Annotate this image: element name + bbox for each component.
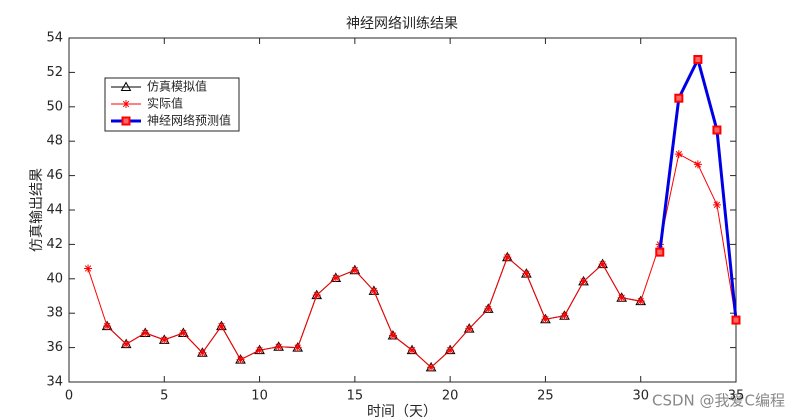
y-tick-label: 48 — [46, 134, 63, 149]
marker — [617, 293, 626, 302]
y-tick-label: 52 — [46, 65, 63, 80]
y-tick-label: 50 — [46, 99, 63, 114]
y-tick-label: 36 — [46, 340, 63, 355]
marker — [427, 363, 436, 372]
x-tick-label: 10 — [251, 389, 268, 404]
marker — [693, 55, 703, 64]
y-tick-label: 46 — [46, 168, 63, 183]
y-tick-label: 42 — [46, 237, 63, 252]
marker — [217, 322, 226, 331]
y-axis-label: 仿真输出结果 — [29, 168, 45, 252]
x-tick-label: 15 — [347, 389, 364, 404]
marker — [712, 200, 721, 209]
marker — [255, 346, 264, 355]
marker — [274, 342, 283, 351]
legend-marker — [122, 100, 130, 108]
y-tick-label: 54 — [46, 31, 63, 46]
x-axis-label: 时间（天） — [367, 404, 437, 419]
marker — [446, 346, 455, 355]
x-tick-label: 20 — [442, 389, 459, 404]
marker — [312, 291, 321, 300]
marker — [674, 93, 684, 103]
marker — [674, 150, 683, 159]
marker — [179, 328, 188, 337]
marker — [541, 315, 550, 324]
marker — [198, 348, 207, 357]
marker — [350, 266, 359, 275]
marker — [560, 311, 569, 320]
marker — [388, 331, 397, 340]
marker — [598, 260, 607, 269]
x-tick-label: 25 — [537, 389, 554, 404]
x-tick-label: 5 — [160, 389, 168, 404]
y-tick-label: 40 — [46, 271, 63, 286]
marker — [408, 346, 417, 355]
watermark: CSDN @我爱C编程 — [652, 392, 785, 410]
marker — [693, 160, 702, 169]
marker — [712, 125, 722, 135]
marker — [236, 355, 245, 364]
marker — [731, 315, 741, 325]
marker — [84, 264, 93, 273]
marker — [636, 297, 645, 306]
y-tick-label: 34 — [46, 375, 63, 390]
marker — [103, 322, 112, 331]
marker — [465, 324, 474, 333]
marker — [141, 328, 150, 337]
x-tick-label: 0 — [65, 389, 73, 404]
chart-title: 神经网络训练结果 — [346, 16, 458, 32]
y-tick-label: 38 — [46, 306, 63, 321]
legend-label: 实际值 — [147, 96, 183, 111]
marker — [369, 286, 378, 295]
marker — [579, 277, 588, 286]
x-tick-label: 30 — [632, 389, 649, 404]
legend-label: 仿真模拟值 — [147, 79, 207, 94]
legend-marker — [121, 116, 131, 126]
marker — [655, 247, 665, 257]
marker — [503, 253, 512, 262]
legend-label: 神经网络预测值 — [147, 113, 231, 128]
legend-marker — [120, 81, 132, 91]
marker — [484, 304, 493, 313]
marker — [522, 269, 531, 278]
marker — [160, 335, 169, 344]
marker — [293, 343, 302, 352]
y-tick-label: 44 — [46, 203, 63, 218]
x-tick-label: 35 — [728, 389, 745, 404]
marker — [122, 340, 131, 349]
marker — [331, 273, 340, 282]
